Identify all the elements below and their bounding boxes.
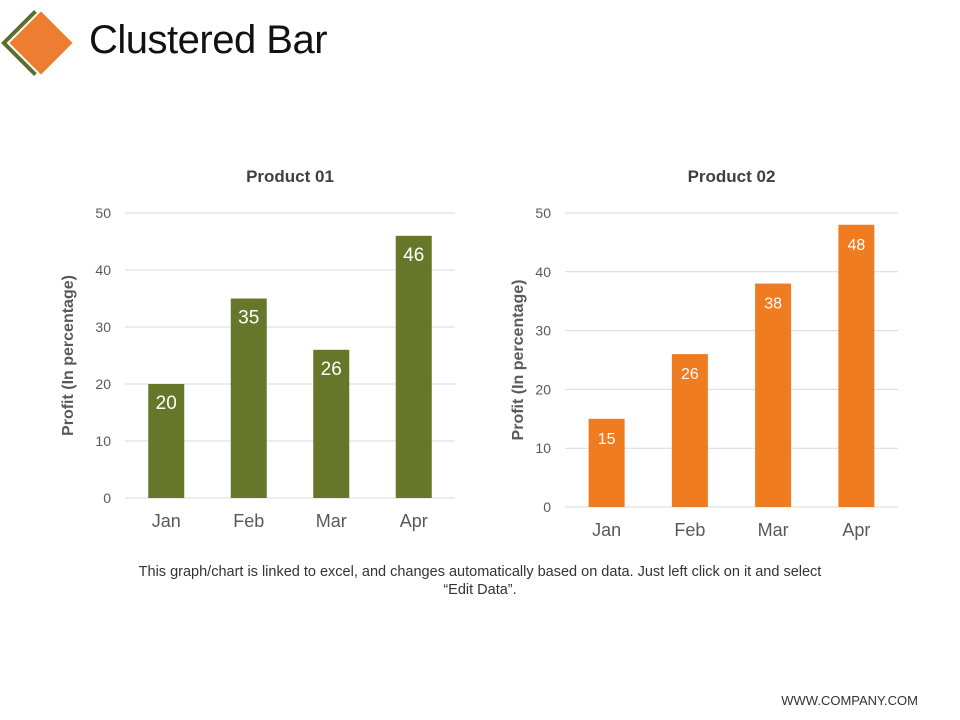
data-label: 20 — [156, 393, 177, 414]
bar-mar — [755, 283, 792, 507]
x-tick-label: Jan — [152, 511, 181, 531]
product-01-chart[interactable]: Product 01 0 10 20 30 40 50 Profit (In percenta… — [20, 150, 480, 550]
data-label: 26 — [321, 359, 342, 380]
data-label: 35 — [238, 308, 259, 329]
x-tick-label: Mar — [316, 511, 347, 531]
data-label: 15 — [598, 431, 616, 448]
y-tick-label: 40 — [95, 262, 111, 278]
x-tick-label: Feb — [674, 520, 705, 540]
data-label: 48 — [847, 237, 865, 254]
chart-svg: Product 01 0 10 20 30 40 50 Profit (In percenta… — [60, 167, 455, 531]
orange-diamond-logo-icon — [1, 8, 76, 78]
product-02-chart[interactable]: Product 02 0 10 20 30 40 50 Profit (In percenta… — [470, 150, 930, 550]
y-tick-label: 0 — [543, 499, 551, 515]
page-title: Clustered Bar — [89, 18, 328, 62]
bar-feb — [671, 354, 708, 507]
chart-title: Product 02 — [688, 167, 776, 186]
x-tick-label: Jan — [592, 520, 621, 540]
y-axis-label: Profit (In percentage) — [510, 280, 527, 441]
y-tick-label: 30 — [95, 319, 111, 335]
y-tick-label: 20 — [535, 381, 551, 397]
y-tick-label: 40 — [535, 264, 551, 280]
chart-title: Product 01 — [246, 167, 334, 186]
chart-footnote: This graph/chart is linked to excel, and… — [138, 564, 822, 598]
chart-svg: Product 02 0 10 20 30 40 50 Profit (In percenta… — [510, 167, 898, 540]
x-tick-label: Mar — [758, 520, 789, 540]
x-tick-label: Apr — [400, 511, 428, 531]
y-tick-label: 10 — [535, 440, 551, 456]
y-tick-label: 50 — [535, 205, 551, 221]
y-tick-label: 20 — [95, 376, 111, 392]
data-label: 38 — [764, 296, 782, 313]
y-tick-label: 50 — [95, 205, 111, 221]
y-tick-label: 30 — [535, 323, 551, 339]
x-tick-label: Feb — [233, 511, 264, 531]
y-axis-label: Profit (In percentage) — [60, 275, 77, 436]
y-tick-label: 10 — [95, 433, 111, 449]
y-tick-label: 0 — [103, 490, 111, 506]
bar-apr — [838, 224, 875, 507]
company-website: WWW.COMPANY.COM — [781, 693, 918, 708]
bar-jan — [148, 384, 185, 498]
data-label: 46 — [403, 245, 424, 266]
bar-apr — [395, 235, 432, 499]
bar-mar — [313, 349, 350, 498]
x-tick-label: Apr — [842, 520, 870, 540]
data-label: 26 — [681, 366, 699, 383]
bar-feb — [230, 298, 267, 498]
bar-jan — [588, 418, 625, 507]
